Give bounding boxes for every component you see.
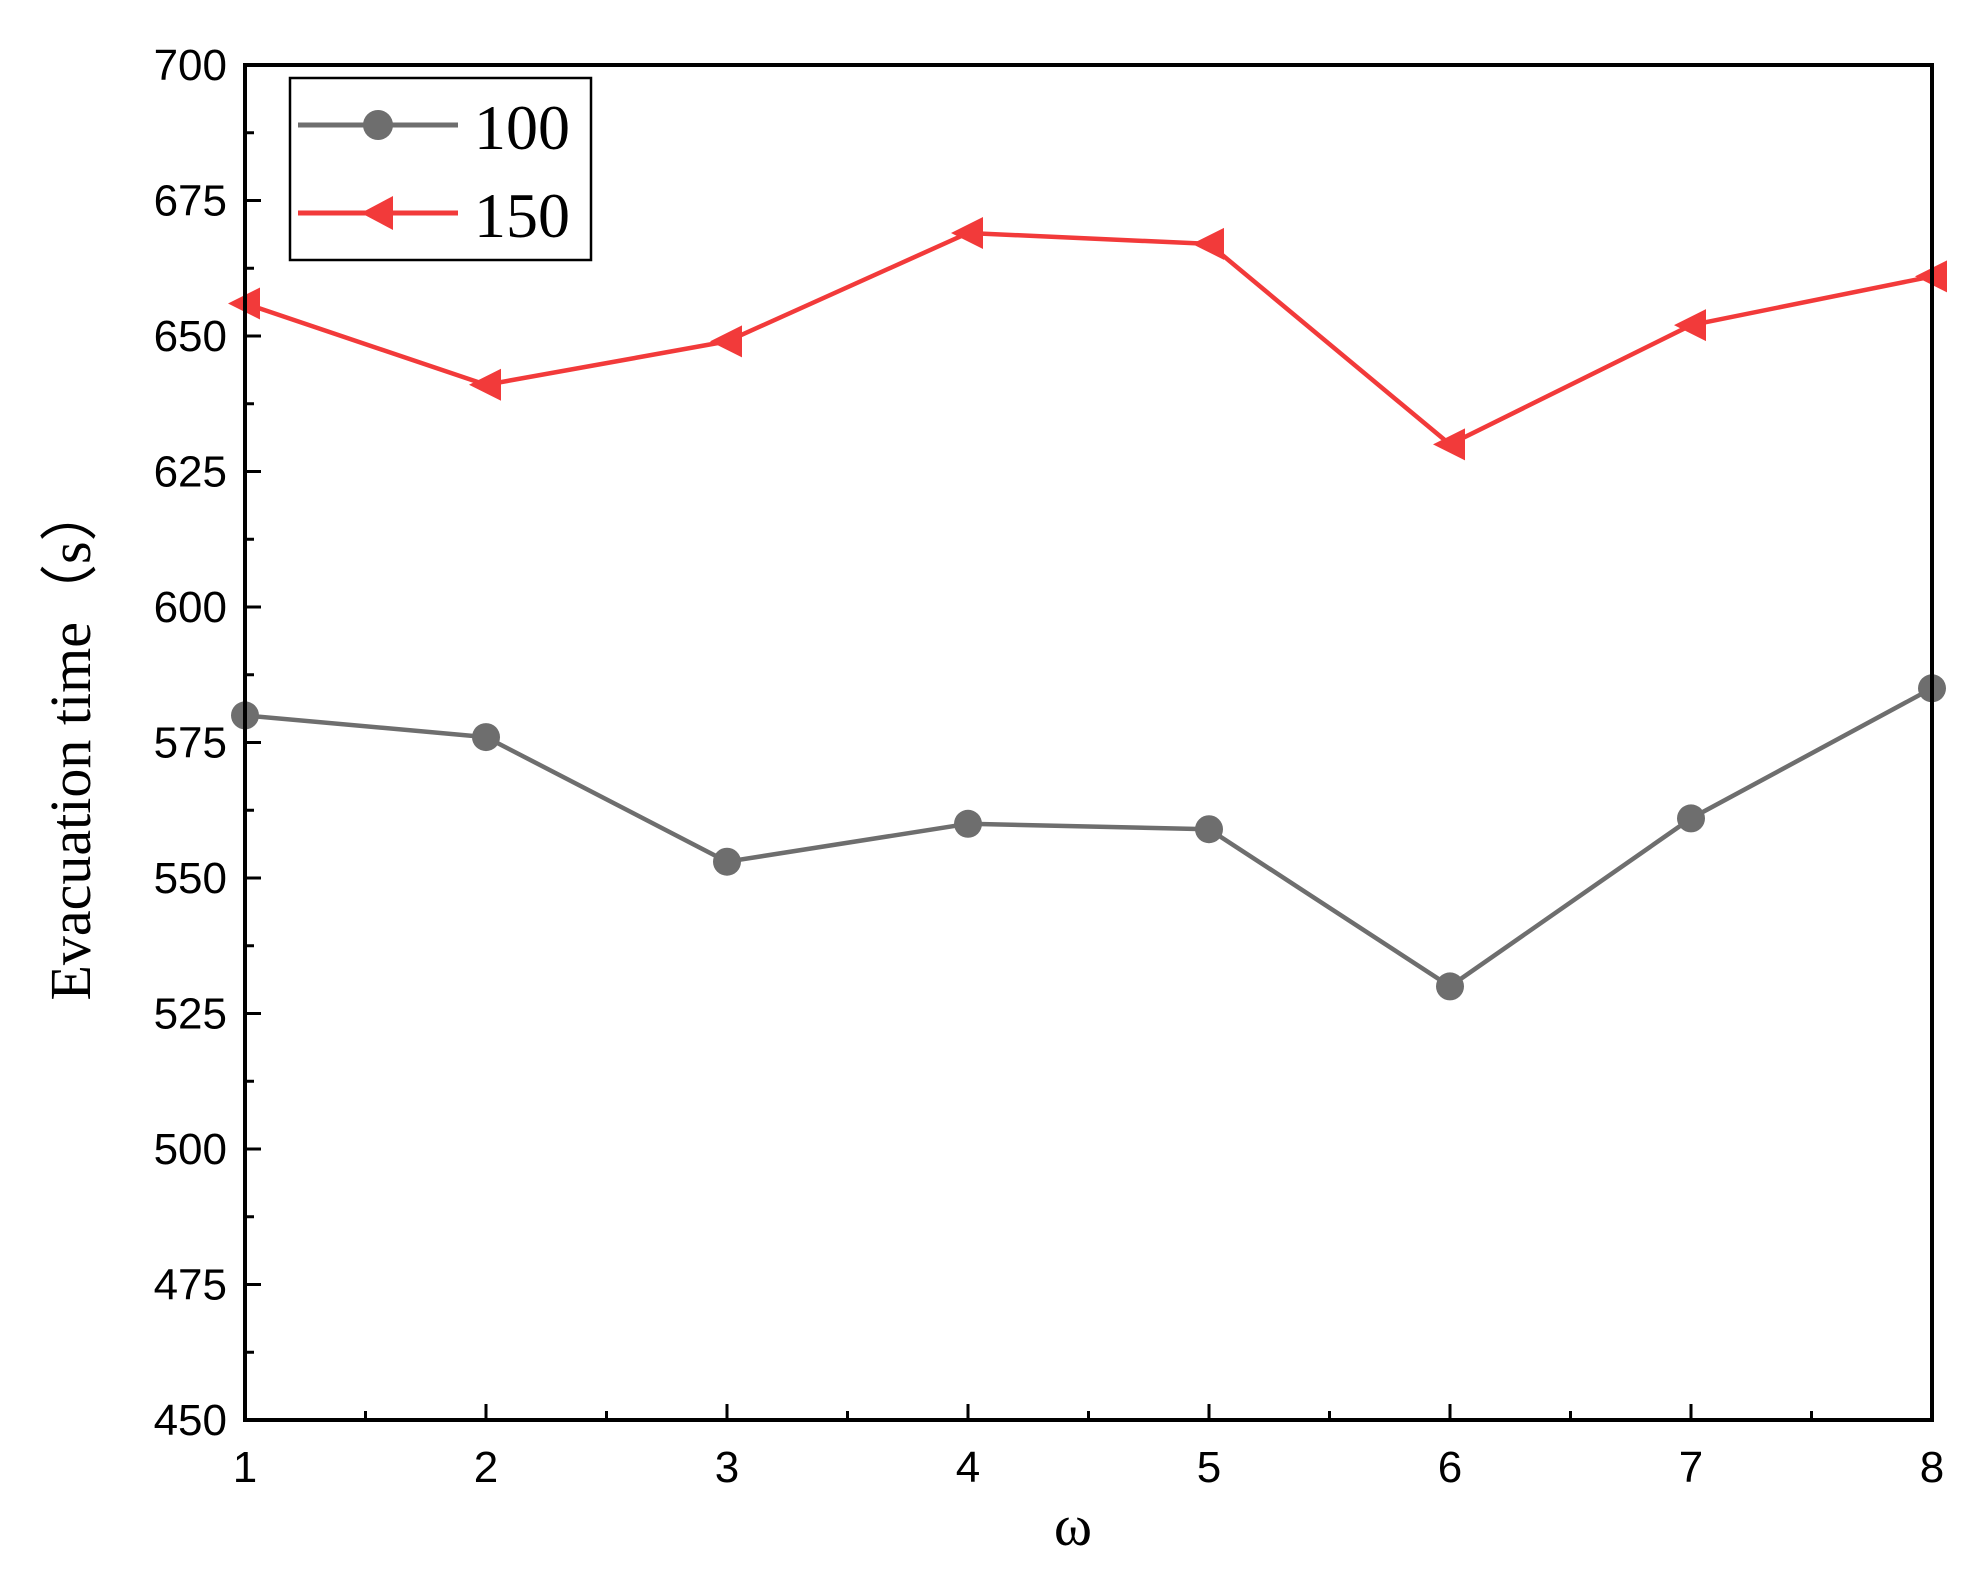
x-tick-label: 6 [1438,1443,1462,1492]
x-axis-ticks: 1 2 3 4 5 6 7 8 [233,1404,1944,1492]
data-point [469,368,501,401]
data-point [1674,309,1706,342]
series-line-100 [244,686,1934,989]
data-point [1433,428,1465,461]
series-100 [231,674,1946,1001]
y-axis-ticks: 450 475 500 525 550 575 600 625 650 675 700 [154,41,261,1445]
data-point [1195,815,1223,844]
x-tick-label: 1 [233,1443,257,1492]
y-tick-label: 675 [154,177,227,226]
y-tick-label: 475 [154,1261,227,1310]
y-tick-label: 575 [154,719,227,768]
x-tick-label: 7 [1679,1443,1703,1492]
x-tick-label: 2 [474,1443,498,1492]
data-point [954,809,982,838]
y-tick-label: 650 [154,312,227,361]
legend-box [288,76,593,262]
plot-area [245,65,1932,1420]
plot-frame [243,63,1934,1422]
data-point [951,217,983,250]
x-axis-title: ω [1054,1493,1092,1558]
y-tick-label: 500 [154,1125,227,1174]
series-layer [228,217,1947,1001]
legend-marker-100 [363,110,393,140]
x-tick-label: 4 [956,1443,980,1492]
y-tick-label: 625 [154,448,227,497]
data-point [713,847,741,876]
legend: 100 150 [288,76,593,262]
legend-label-150: 150 [474,180,570,251]
y-tick-label: 600 [154,583,227,632]
data-point [710,325,742,358]
y-tick-label: 525 [154,990,227,1039]
data-point [472,723,500,752]
y-tick-label: 450 [154,1396,227,1445]
y-tick-label: 550 [154,854,227,903]
y-tick-label: 700 [154,41,227,90]
x-tick-label: 5 [1197,1443,1221,1492]
x-tick-label: 3 [715,1443,739,1492]
series-line-150 [244,230,1933,447]
x-tick-label: 8 [1920,1443,1944,1492]
legend-label-100: 100 [474,92,570,163]
data-point [1192,227,1224,260]
data-point [1436,972,1464,1001]
legend-marker-150 [361,196,393,230]
data-point [1677,804,1705,833]
y-axis-title: Evacuation time（s） [38,483,103,1000]
